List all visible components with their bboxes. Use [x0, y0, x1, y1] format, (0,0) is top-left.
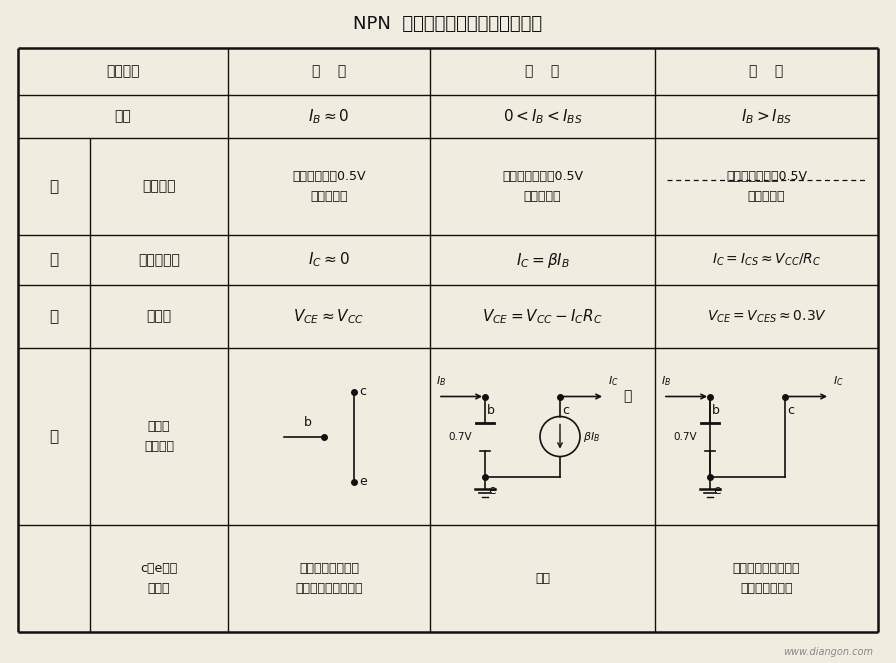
Text: $I_C$: $I_C$	[608, 375, 618, 389]
Text: 发射结正偏且＞0.5V
集电结反偏: 发射结正偏且＞0.5V 集电结反偏	[502, 170, 583, 202]
Text: $I_B$: $I_B$	[436, 375, 446, 389]
Text: 饱    和: 饱 和	[749, 64, 784, 78]
Text: c: c	[787, 404, 794, 418]
Text: 管压降: 管压降	[146, 310, 171, 324]
Text: c: c	[359, 385, 366, 398]
Text: b: b	[304, 416, 312, 428]
Text: $I_B$: $I_B$	[661, 375, 671, 389]
Text: 工作状态: 工作状态	[107, 64, 140, 78]
Text: 偏置情况: 偏置情况	[142, 180, 176, 194]
Text: 放    大: 放 大	[525, 64, 560, 78]
Text: c: c	[562, 404, 569, 418]
Text: $0{<}I_B{<}I_{BS}$: $0{<}I_B{<}I_{BS}$	[503, 107, 582, 126]
Text: $V_{CE}=V_{CC}-I_CR_C$: $V_{CE}=V_{CC}-I_CR_C$	[482, 307, 603, 326]
Text: 特: 特	[49, 309, 58, 324]
Text: NPN  型三极管三种工作状态的特点: NPN 型三极管三种工作状态的特点	[353, 15, 543, 33]
Text: 截    止: 截 止	[312, 64, 346, 78]
Text: 工: 工	[49, 179, 58, 194]
Text: b: b	[487, 404, 495, 418]
Text: 很大，约为数百千
欧，相当于开关断开: 很大，约为数百千 欧，相当于开关断开	[296, 562, 363, 595]
Text: e: e	[713, 485, 720, 497]
Text: www.diangon.com: www.diangon.com	[783, 647, 873, 657]
Text: $\beta I_B$: $\beta I_B$	[583, 430, 600, 444]
Text: 发射结电压＜0.5V
集电结反偏: 发射结电压＜0.5V 集电结反偏	[292, 170, 366, 202]
Text: 0.7V: 0.7V	[674, 432, 697, 442]
Text: 、: 、	[623, 389, 632, 404]
Text: $V_{CE}\approx V_{CC}$: $V_{CE}\approx V_{CC}$	[294, 307, 365, 326]
Text: 0.7V: 0.7V	[448, 432, 472, 442]
Text: $I_B{>}I_{BS}$: $I_B{>}I_{BS}$	[741, 107, 792, 126]
Text: 很小，约为数百欧，
相当于开关闭合: 很小，约为数百欧， 相当于开关闭合	[733, 562, 800, 595]
Text: 点: 点	[49, 429, 58, 444]
Text: b: b	[712, 404, 719, 418]
Text: 条件: 条件	[115, 109, 132, 123]
Text: 可变: 可变	[535, 572, 550, 585]
Text: c、e间等
效内阻: c、e间等 效内阻	[141, 562, 177, 595]
Text: 作: 作	[49, 253, 58, 267]
Text: $I_C$: $I_C$	[833, 375, 844, 389]
Text: 近似的
等效电路: 近似的 等效电路	[144, 420, 174, 453]
Text: 发射结正偏且＞0.5V
集电结正偏: 发射结正偏且＞0.5V 集电结正偏	[726, 170, 807, 202]
Text: $I_C\approx0$: $I_C\approx0$	[308, 251, 349, 269]
Text: e: e	[488, 485, 495, 497]
Text: $V_{CE}=V_{CES}\approx0.3V$: $V_{CE}=V_{CES}\approx0.3V$	[707, 308, 826, 325]
Text: 集电极电流: 集电极电流	[138, 253, 180, 267]
Text: e: e	[359, 475, 366, 488]
Text: $I_B\approx0$: $I_B\approx0$	[308, 107, 349, 126]
Text: $I_C=\beta I_B$: $I_C=\beta I_B$	[515, 251, 570, 269]
Text: $I_C{=}I_{CS}\approx V_{CC}/R_C$: $I_C{=}I_{CS}\approx V_{CC}/R_C$	[711, 252, 821, 269]
